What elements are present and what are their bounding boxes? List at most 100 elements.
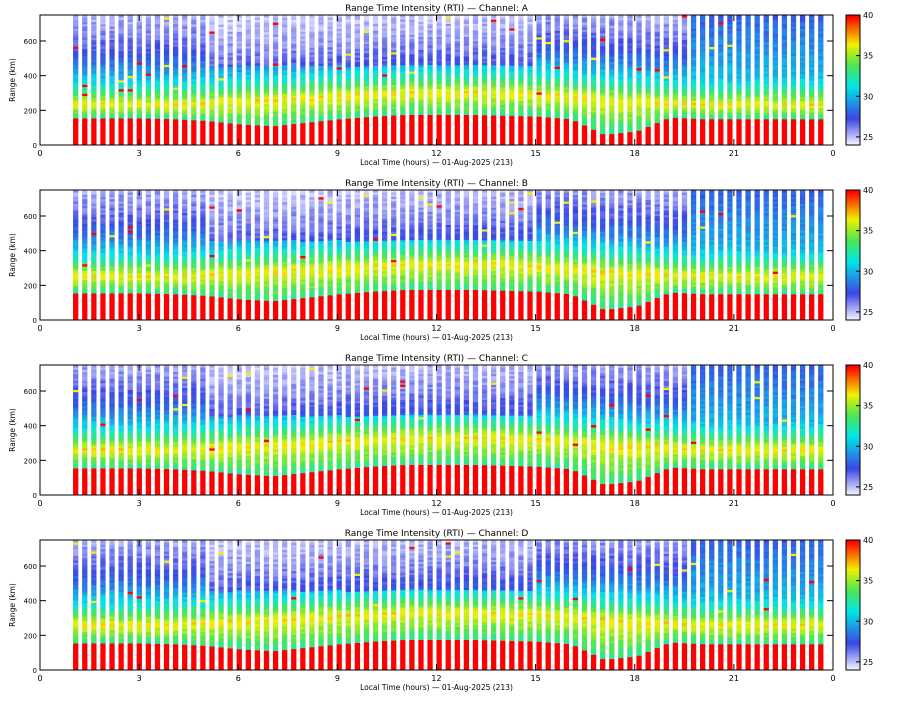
rti-cell <box>282 72 287 75</box>
rti-cell <box>218 274 223 277</box>
rti-cell <box>509 65 514 67</box>
rti-cell <box>146 212 151 215</box>
rti-cell <box>118 212 123 215</box>
rti-cell <box>591 35 596 38</box>
rti-cell <box>573 109 578 112</box>
rti-cell <box>218 90 223 93</box>
rti-column <box>682 15 687 145</box>
rti-cell <box>636 125 641 128</box>
rti-cell <box>446 84 451 86</box>
rti-cell <box>346 37 351 40</box>
rti-cell <box>82 17 87 20</box>
rti-cell <box>82 64 87 67</box>
rti-cell <box>155 291 160 294</box>
rti-cell <box>100 217 105 220</box>
rti-cell <box>182 54 187 57</box>
rti-column <box>446 15 451 145</box>
rti-cell <box>446 106 451 108</box>
rti-cell <box>518 48 523 50</box>
rti-cell <box>282 20 287 23</box>
rti-cell <box>73 26 78 29</box>
rti-floor-segment <box>82 293 87 320</box>
rti-cell <box>91 91 96 94</box>
rti-cell <box>118 266 123 269</box>
rti-cell <box>273 56 278 59</box>
rti-cell <box>146 64 151 67</box>
rti-cell <box>218 246 223 249</box>
rti-cell <box>627 51 632 54</box>
rti-cell <box>137 284 142 287</box>
rti-cell <box>600 20 605 23</box>
rti-cell <box>400 65 405 67</box>
rti-cell <box>73 35 78 38</box>
rti-cell <box>100 268 105 271</box>
rti-cell <box>636 123 641 126</box>
rti-column <box>745 15 750 145</box>
rti-cell <box>391 54 396 56</box>
rti-cell <box>782 69 787 72</box>
rti-cell <box>600 100 605 103</box>
rti-cell <box>673 35 678 38</box>
rti-cell <box>555 60 560 63</box>
rti-cell <box>536 46 541 49</box>
rti-cell <box>418 106 423 108</box>
rti-cell <box>255 94 260 97</box>
rti-cell <box>264 44 269 47</box>
rti-cell <box>155 74 160 77</box>
rti-cell <box>627 119 632 122</box>
rti-cell <box>218 92 223 95</box>
rti-cell <box>645 39 650 42</box>
rti-cell <box>673 57 678 60</box>
rti-cell <box>691 49 696 52</box>
rti-cell <box>500 35 505 37</box>
rti-cell <box>118 28 123 31</box>
rti-cell <box>491 83 496 85</box>
rti-cell <box>191 211 196 214</box>
rti-cell <box>355 24 360 27</box>
rti-cell <box>482 100 487 102</box>
rti-cell <box>228 93 233 96</box>
rti-cell <box>73 60 78 63</box>
rti-cell <box>736 94 741 97</box>
rti-cell <box>745 17 750 20</box>
rti-cell <box>191 49 196 52</box>
rti-cell <box>437 24 442 26</box>
rti-cell <box>818 101 823 104</box>
rti-cell <box>191 277 196 280</box>
rti-cell <box>255 82 260 85</box>
rti-floor-segment <box>809 119 814 145</box>
rti-cell <box>155 195 160 198</box>
rti-cell <box>373 48 378 51</box>
rti-floor-segment <box>718 119 723 145</box>
rti-cell <box>773 29 778 32</box>
rti-cell <box>546 88 551 91</box>
rti-cell <box>491 96 496 98</box>
rti-cell <box>409 17 414 19</box>
rti-cell <box>237 34 242 37</box>
rti-cell <box>764 85 769 88</box>
rti-cell <box>609 20 614 23</box>
rti-cell <box>155 192 160 195</box>
rti-cell <box>755 96 760 99</box>
rti-cell <box>73 42 78 45</box>
rti-cell <box>700 99 705 102</box>
rti-cell <box>191 40 196 43</box>
rti-cell <box>727 58 732 61</box>
rti-cell <box>645 22 650 25</box>
rti-cell <box>800 49 805 52</box>
rti-cell <box>709 17 714 20</box>
rti-cell <box>446 63 451 65</box>
rti-cell <box>573 70 578 73</box>
rti-cell <box>273 104 278 107</box>
rti-cell <box>327 36 332 39</box>
rti-cell <box>346 109 351 112</box>
rti-cell <box>727 99 732 102</box>
rti-cell <box>482 85 487 87</box>
rti-cell <box>73 273 78 276</box>
rti-cell <box>118 262 123 265</box>
rti-cell <box>391 56 396 58</box>
rti-cell <box>309 61 314 64</box>
rti-cell <box>155 71 160 74</box>
rti-cell <box>218 218 223 221</box>
rti-cell <box>382 107 387 109</box>
